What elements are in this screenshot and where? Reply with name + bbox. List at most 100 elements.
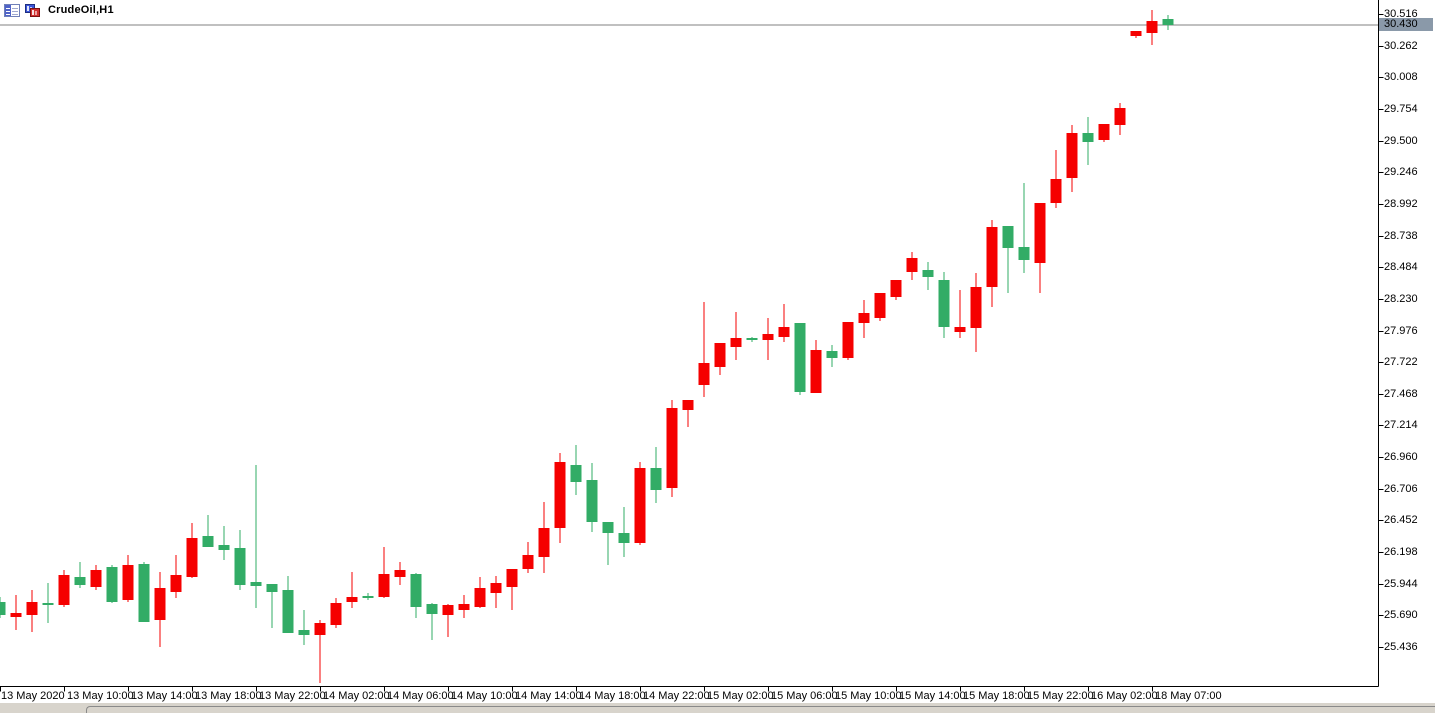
candle-body <box>1034 203 1046 263</box>
time-tick-label: 15 May 02:00 <box>707 690 774 702</box>
panel-groove <box>86 706 1435 713</box>
price-tick-label: 25.944 <box>1384 578 1418 590</box>
candle-body <box>154 588 166 620</box>
candle-body <box>122 565 134 601</box>
price-tick-label: 28.738 <box>1384 230 1418 242</box>
candle-body <box>458 604 470 610</box>
candle-body <box>986 226 998 288</box>
price-tick-label: 30.262 <box>1384 40 1418 52</box>
price-tick-label: 29.754 <box>1384 103 1418 115</box>
market-watch-icon <box>4 3 20 17</box>
time-tick-label: 14 May 10:00 <box>451 690 518 702</box>
candle-body <box>298 630 310 636</box>
candle-body <box>266 583 278 593</box>
candle-body <box>1066 132 1078 178</box>
candle-body <box>746 337 758 340</box>
candle-body <box>714 342 726 368</box>
candle-body <box>90 569 102 587</box>
candle-body <box>74 576 86 585</box>
candle-body <box>1018 247 1030 260</box>
candle-body <box>1098 124 1110 140</box>
candle-body <box>410 573 422 608</box>
candle-body <box>794 323 806 393</box>
time-tick-label: 13 May 14:00 <box>131 690 198 702</box>
candle-body <box>1050 178 1062 204</box>
candle-body <box>538 528 550 558</box>
candle-body <box>874 292 886 319</box>
time-tick-label: 15 May 06:00 <box>771 690 838 702</box>
candle-body <box>170 574 182 593</box>
price-tick-label: 29.246 <box>1384 166 1418 178</box>
price-tick-label: 26.452 <box>1384 514 1418 526</box>
price-tick-label: 27.722 <box>1384 356 1418 368</box>
candle-body <box>394 569 406 577</box>
time-tick-label: 14 May 22:00 <box>643 690 710 702</box>
time-tick-label: 14 May 14:00 <box>515 690 582 702</box>
candle-body <box>970 287 982 329</box>
candle-body <box>922 269 934 278</box>
price-tick-label: 26.198 <box>1384 546 1418 558</box>
time-tick-label: 14 May 06:00 <box>387 690 454 702</box>
candle-body <box>490 582 502 594</box>
candle-body <box>26 602 38 615</box>
candle-body <box>650 467 662 490</box>
candle-body <box>554 461 566 529</box>
candle-body <box>1114 107 1126 126</box>
candle-body <box>250 581 262 586</box>
time-tick-label: 14 May 18:00 <box>579 690 646 702</box>
candle-body <box>890 280 902 297</box>
time-tick-label: 13 May 22:00 <box>259 690 326 702</box>
candle-body <box>282 590 294 634</box>
price-tick-label: 26.706 <box>1384 483 1418 495</box>
candle-body <box>570 464 582 483</box>
candle-body <box>106 567 118 603</box>
candle-body <box>666 408 678 489</box>
candle-body <box>730 337 742 347</box>
time-tick-label: 14 May 02:00 <box>323 690 390 702</box>
price-tick-label: 29.500 <box>1384 135 1418 147</box>
candle-body <box>698 363 710 385</box>
bottom-panel-edge <box>0 703 1435 713</box>
candle-body <box>474 588 486 608</box>
time-tick-label: 18 May 07:00 <box>1155 690 1222 702</box>
symbol-timeframe-label: CrudeOil,H1 <box>48 4 114 16</box>
candle-body <box>810 350 822 394</box>
candle-body <box>506 568 518 587</box>
candle-body <box>1002 225 1014 249</box>
time-tick-label: 13 May 18:00 <box>195 690 262 702</box>
candle-body <box>42 603 54 606</box>
time-tick-label: 16 May 02:00 <box>1091 690 1158 702</box>
price-tick-label: 28.230 <box>1384 293 1418 305</box>
price-tick-label: 28.484 <box>1384 261 1418 273</box>
chart-header: CrudeOil,H1 <box>4 3 114 17</box>
time-tick-label: 15 May 14:00 <box>899 690 966 702</box>
candle-body <box>842 322 854 359</box>
candle-body <box>826 350 838 359</box>
price-tick-label: 28.992 <box>1384 198 1418 210</box>
price-tick-label: 30.516 <box>1384 8 1418 20</box>
price-tick-label: 25.436 <box>1384 641 1418 653</box>
candle-body <box>218 544 230 551</box>
candle-body <box>234 547 246 585</box>
candle-body <box>618 532 630 543</box>
candle-body <box>10 612 22 617</box>
candle-body <box>0 602 6 615</box>
candle-body <box>906 257 918 272</box>
candle-body <box>1146 20 1158 33</box>
time-tick-label: 15 May 22:00 <box>1027 690 1094 702</box>
price-tick-label: 27.468 <box>1384 388 1418 400</box>
time-tick-label: 13 May 10:00 <box>67 690 134 702</box>
candle-body <box>346 597 358 603</box>
candle-body <box>378 573 390 598</box>
candle-body <box>186 537 198 577</box>
candle-body <box>938 280 950 328</box>
price-tick-label: 27.214 <box>1384 419 1418 431</box>
candle-body <box>362 596 374 599</box>
candle-body <box>202 535 214 547</box>
candle-body <box>586 480 598 523</box>
candle-body <box>682 400 694 410</box>
candle-body <box>858 313 870 324</box>
candle-body <box>1130 30 1142 36</box>
